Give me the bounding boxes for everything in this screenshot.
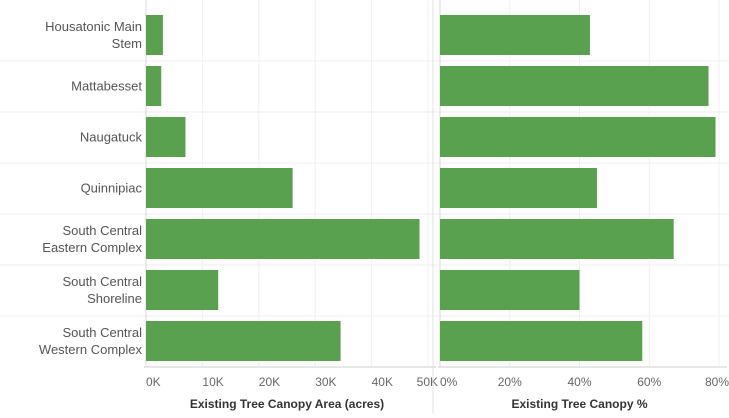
x-tick-label-percent: 80% [705, 375, 729, 389]
category-label: Western Complex [39, 342, 143, 357]
category-label: South Central [63, 325, 143, 340]
x-axis-title-percent: Existing Tree Canopy % [511, 397, 647, 411]
x-tick-label-area: 50K [417, 375, 438, 389]
bar-area [146, 168, 293, 208]
x-tick-label-percent: 40% [567, 375, 591, 389]
category-label: Naugatuck [80, 130, 143, 145]
bar-percent [440, 219, 674, 259]
x-tick-label-area: 40K [372, 375, 393, 389]
category-label: South Central [63, 274, 143, 289]
category-label: Eastern Complex [42, 240, 142, 255]
x-tick-label-area: 30K [315, 375, 336, 389]
category-label: South Central [63, 223, 143, 238]
x-tick-label-area: 10K [202, 375, 223, 389]
bar-percent [440, 15, 590, 55]
bar-percent [440, 66, 709, 106]
x-tick-label-area: 0K [146, 375, 161, 389]
bar-area [146, 219, 420, 259]
bar-area [146, 15, 163, 55]
bar-percent [440, 117, 716, 157]
category-label: Quinnipiac [81, 181, 143, 196]
category-label: Mattabesset [71, 79, 142, 94]
bar-percent [440, 270, 580, 310]
x-tick-label-area: 20K [259, 375, 280, 389]
bar-area [146, 321, 341, 361]
category-label: Shoreline [87, 291, 142, 306]
x-axis-title-area: Existing Tree Canopy Area (acres) [190, 397, 384, 411]
bar-area [146, 117, 186, 157]
x-tick-label-percent: 0% [440, 375, 458, 389]
category-label: Stem [112, 36, 142, 51]
x-tick-label-percent: 60% [637, 375, 661, 389]
bar-area [146, 270, 219, 310]
x-tick-label-percent: 20% [498, 375, 522, 389]
category-label: Housatonic Main [45, 19, 142, 34]
bar-area [146, 66, 162, 106]
bar-percent [440, 168, 597, 208]
bar-percent [440, 321, 643, 361]
